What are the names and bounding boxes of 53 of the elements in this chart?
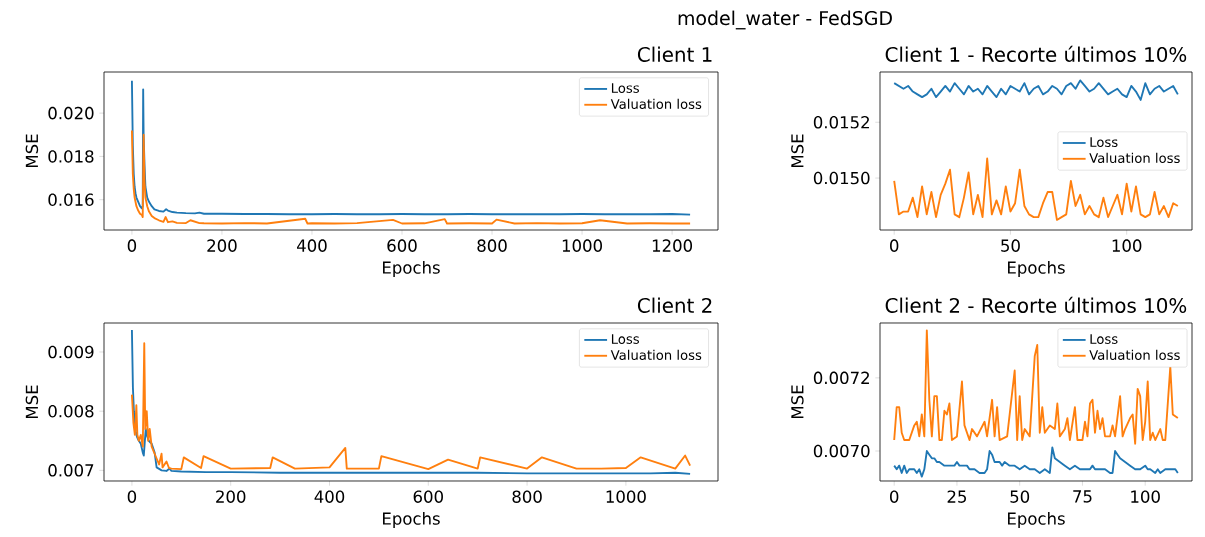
x-tick-label: 0: [127, 490, 137, 503]
x-tick-label: 400: [314, 490, 345, 503]
x-tick-label: 1000: [562, 239, 602, 252]
line-series: [893, 329, 1179, 445]
x-axis-title: Epochs: [1008, 512, 1065, 529]
x-tick-label: 0: [127, 239, 137, 252]
legend-label: Loss: [1090, 137, 1118, 147]
x-tick-label: 1200: [652, 239, 693, 252]
chart-title: Client 2 - Recorte últimos 10%: [885, 296, 1187, 313]
y-tick-label: 0.020: [48, 106, 94, 120]
x-tick-label: 100: [1112, 239, 1142, 252]
legend-label: Loss: [611, 334, 639, 344]
y-tick-label: 0.0150: [813, 171, 870, 185]
legend-label: Valuation loss: [610, 98, 702, 109]
x-tick-label: 50: [1001, 239, 1020, 252]
x-axis-title: Epochs: [383, 512, 440, 529]
x-tick-label: 400: [297, 239, 327, 252]
x-tick-label: 200: [216, 490, 246, 503]
x-tick-label: 100: [1131, 490, 1160, 503]
y-axis-title: MSE: [791, 134, 804, 167]
x-tick-label: 50: [1010, 490, 1030, 503]
x-tick-label: 0: [890, 239, 899, 252]
y-tick-label: 0.0152: [813, 115, 869, 129]
x-tick-label: 800: [477, 239, 507, 252]
x-tick-label: 600: [387, 239, 417, 252]
x-tick-label: 800: [512, 490, 542, 503]
x-tick-label: 600: [413, 490, 443, 503]
x-tick-label: 75: [1073, 490, 1092, 503]
y-axis-title: MSE: [25, 134, 39, 167]
y-axis-title: MSE: [25, 385, 39, 418]
legend-label: Valuation loss: [610, 349, 702, 360]
y-tick-label: 0.018: [48, 150, 94, 163]
y-tick-label: 0.009: [48, 345, 94, 359]
chart-title: Client 1 - Recorte últimos 10%: [885, 45, 1187, 62]
y-tick-label: 0.007: [48, 464, 94, 477]
y-axis-title: MSE: [791, 385, 804, 418]
chart-title: Client 2: [637, 297, 712, 313]
x-tick-label: 200: [207, 239, 237, 252]
x-tick-label: 1000: [606, 490, 646, 503]
x-tick-label: 25: [947, 490, 967, 503]
legend-label: Valuation loss: [1089, 349, 1180, 360]
y-tick-label: 0.008: [48, 404, 94, 418]
legend-label: Loss: [611, 83, 639, 93]
x-axis-title: Epochs: [383, 261, 440, 278]
legend-label: Valuation loss: [1089, 152, 1180, 164]
legend-label: Loss: [1090, 334, 1118, 344]
y-tick-label: 0.0072: [813, 371, 869, 385]
x-axis-title: Epochs: [1008, 261, 1065, 278]
y-tick-label: 0.016: [48, 193, 94, 206]
chart-title: Client 1: [637, 46, 712, 62]
x-tick-label: 0: [890, 490, 899, 503]
y-tick-label: 0.0070: [813, 444, 870, 458]
text: model_water - FedSGD: [678, 10, 892, 30]
